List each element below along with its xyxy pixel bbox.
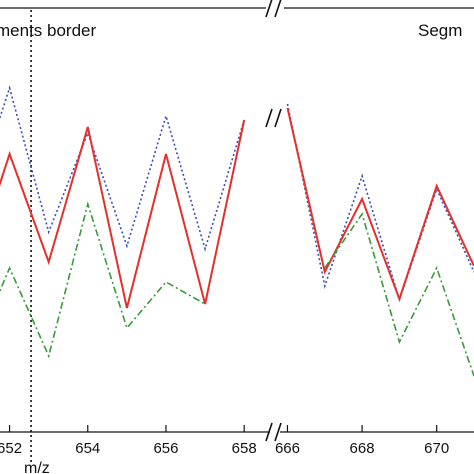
x-tick-label: 656: [153, 440, 178, 457]
x-tick-label: 652: [0, 440, 22, 457]
series-solid-line: [0, 119, 246, 309]
series-dashdot-line: [324, 212, 474, 377]
x-tick-label: 668: [350, 440, 375, 457]
annotation-segment-right: Segm: [418, 21, 462, 40]
annotation-segments-border: ments border: [0, 21, 96, 40]
x-tick-label: 666: [275, 440, 300, 457]
series-dotted-line: [0, 85, 245, 252]
series-solid-line: [286, 107, 474, 303]
axis-break-mark: [265, 422, 282, 442]
x-axis-label: m/z: [24, 460, 50, 474]
x-tick-label: 658: [232, 440, 257, 457]
axis-break-mark: [265, 0, 282, 18]
axis-break-mark: [265, 108, 282, 128]
x-tick-label: 654: [75, 440, 100, 457]
series-dashdot-line: [0, 201, 206, 359]
x-tick-label: 670: [424, 440, 449, 457]
series-dotted-line: [286, 103, 474, 303]
